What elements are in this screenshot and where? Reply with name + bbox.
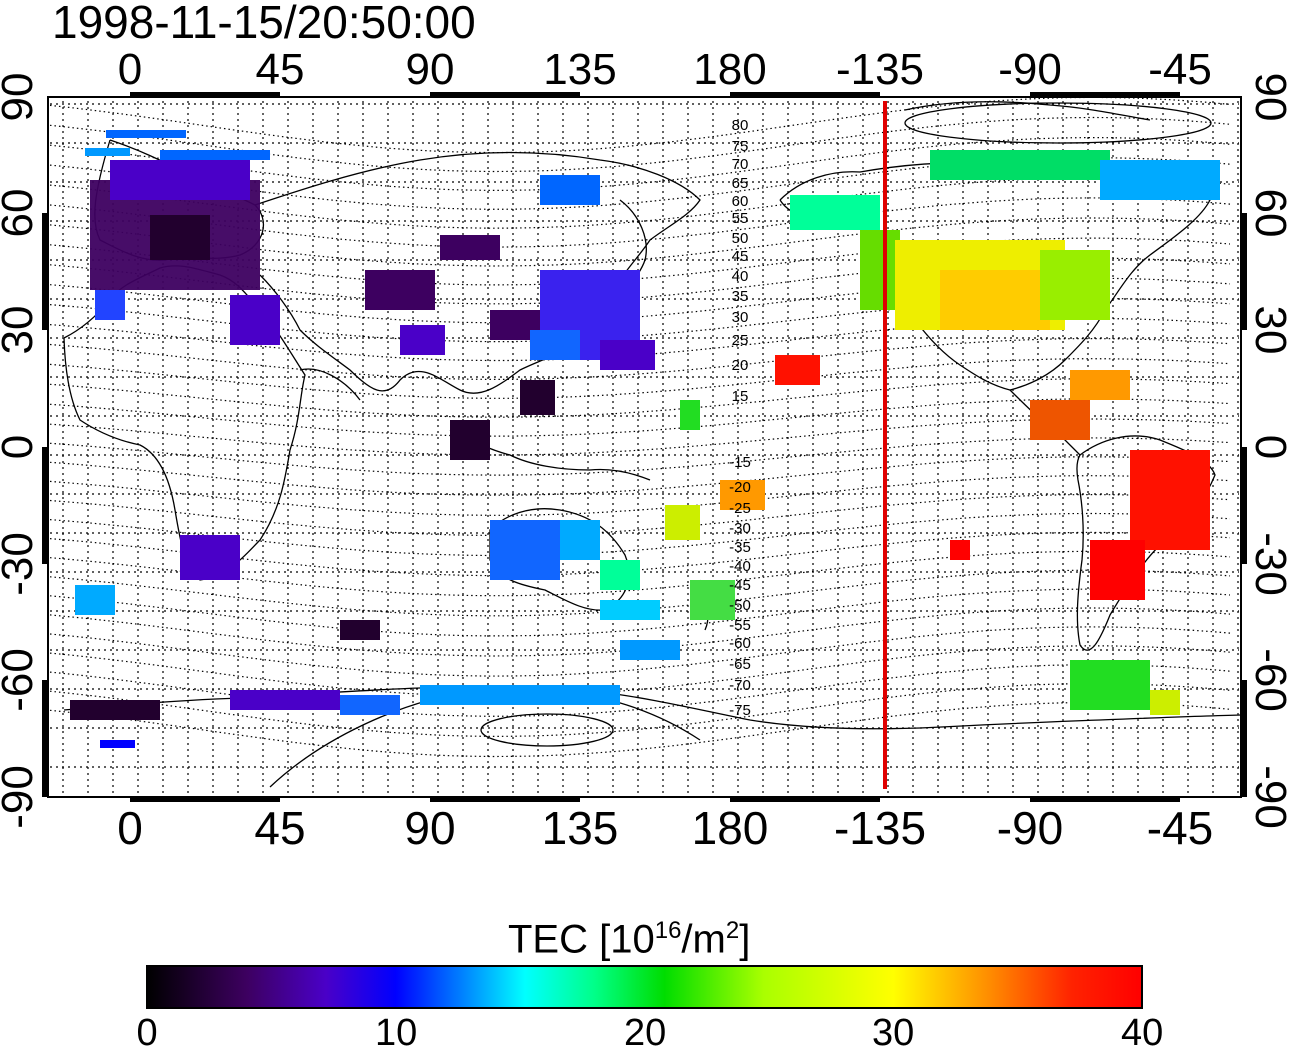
- contour-label: -50: [729, 597, 751, 614]
- bottom-lon-label: -45: [1147, 802, 1213, 854]
- bottom-lon-label: 0: [117, 802, 143, 854]
- contour-label: -20: [729, 479, 751, 496]
- top-lon-label: -45: [1148, 45, 1212, 94]
- contour-label: -65: [729, 656, 751, 673]
- right-latitude-labels: 90 60 30 0 -30 -60 -90: [1246, 73, 1292, 829]
- top-lon-label: 45: [256, 45, 305, 94]
- contour-label: 50: [732, 230, 749, 247]
- left-lat-label: 60: [0, 189, 42, 238]
- colorbar-title: TEC [1016/m2]: [508, 917, 751, 962]
- contour-label: -40: [729, 558, 751, 575]
- contour-label: -15: [729, 454, 751, 471]
- colorbar-tick-label: 20: [624, 1012, 667, 1054]
- contour-label: 65: [732, 175, 749, 192]
- colorbar-tick-label: 30: [872, 1012, 915, 1054]
- contour-label: -35: [729, 539, 751, 556]
- bottom-lon-label: -90: [997, 802, 1063, 854]
- right-lat-label: 60: [1246, 189, 1292, 238]
- contour-label: -45: [729, 577, 751, 594]
- frame-ticks: [42, 92, 1247, 802]
- contour-label: 20: [732, 357, 749, 374]
- contour-label: -25: [729, 500, 751, 517]
- contour-label: 40: [732, 268, 749, 285]
- contour-label: 70: [732, 156, 749, 173]
- colorbar-tick-label: 40: [1121, 1012, 1164, 1054]
- top-lon-label: -90: [998, 45, 1062, 94]
- contour-label: 80: [732, 117, 749, 134]
- top-lon-label: -135: [836, 45, 924, 94]
- contour-label: 60: [732, 193, 749, 210]
- bottom-lon-label: 180: [692, 802, 769, 854]
- top-lon-label: 0: [118, 45, 142, 94]
- colorbar-tick-label: 10: [375, 1012, 418, 1054]
- right-lat-label: 0: [1246, 435, 1292, 459]
- colorbar: [146, 965, 1143, 1009]
- contour-label: -55: [729, 617, 751, 634]
- left-lat-label: -60: [0, 648, 42, 712]
- top-longitude-labels: 0 45 90 135 180 -135 -90 -45: [118, 45, 1212, 94]
- right-lat-label: -60: [1246, 648, 1292, 712]
- contour-label: -70: [729, 677, 751, 694]
- bottom-lon-label: 135: [542, 802, 619, 854]
- tec-data-points: [70, 130, 1220, 748]
- top-lon-label: 180: [693, 45, 766, 94]
- contour-label: -30: [729, 520, 751, 537]
- contour-label: 55: [732, 210, 749, 227]
- left-lat-label: -90: [0, 765, 42, 829]
- timestamp-title: 1998-11-15/20:50:00: [52, 0, 476, 48]
- left-lat-label: -30: [0, 532, 42, 596]
- contour-label: 30: [732, 309, 749, 326]
- left-lat-label: 0: [0, 435, 42, 459]
- left-lat-label: 90: [0, 73, 42, 122]
- contour-label: 15: [732, 388, 749, 405]
- bottom-longitude-labels: 0 45 90 135 180 -135 -90 -45: [117, 802, 1213, 854]
- contour-label: -75: [729, 702, 751, 719]
- left-latitude-labels: 90 60 30 0 -30 -60 -90: [0, 73, 42, 829]
- right-lat-label: -30: [1246, 532, 1292, 596]
- right-lat-label: -90: [1246, 765, 1292, 829]
- bottom-lon-label: 90: [404, 802, 455, 854]
- top-lon-label: 90: [406, 45, 455, 94]
- contour-label: 35: [732, 288, 749, 305]
- contour-label: -60: [729, 635, 751, 652]
- lat-lon-grid: [50, 101, 1239, 793]
- contour-label: 45: [732, 248, 749, 265]
- colorbar-tick-label: 0: [136, 1012, 158, 1054]
- bottom-lon-label: -135: [834, 802, 926, 854]
- contour-label: 25: [732, 332, 749, 349]
- left-lat-label: 30: [0, 306, 42, 355]
- top-lon-label: 135: [543, 45, 616, 94]
- right-lat-label: 90: [1246, 73, 1292, 122]
- right-lat-label: 30: [1246, 306, 1292, 355]
- contour-label: 75: [732, 138, 749, 155]
- bottom-lon-label: 45: [254, 802, 305, 854]
